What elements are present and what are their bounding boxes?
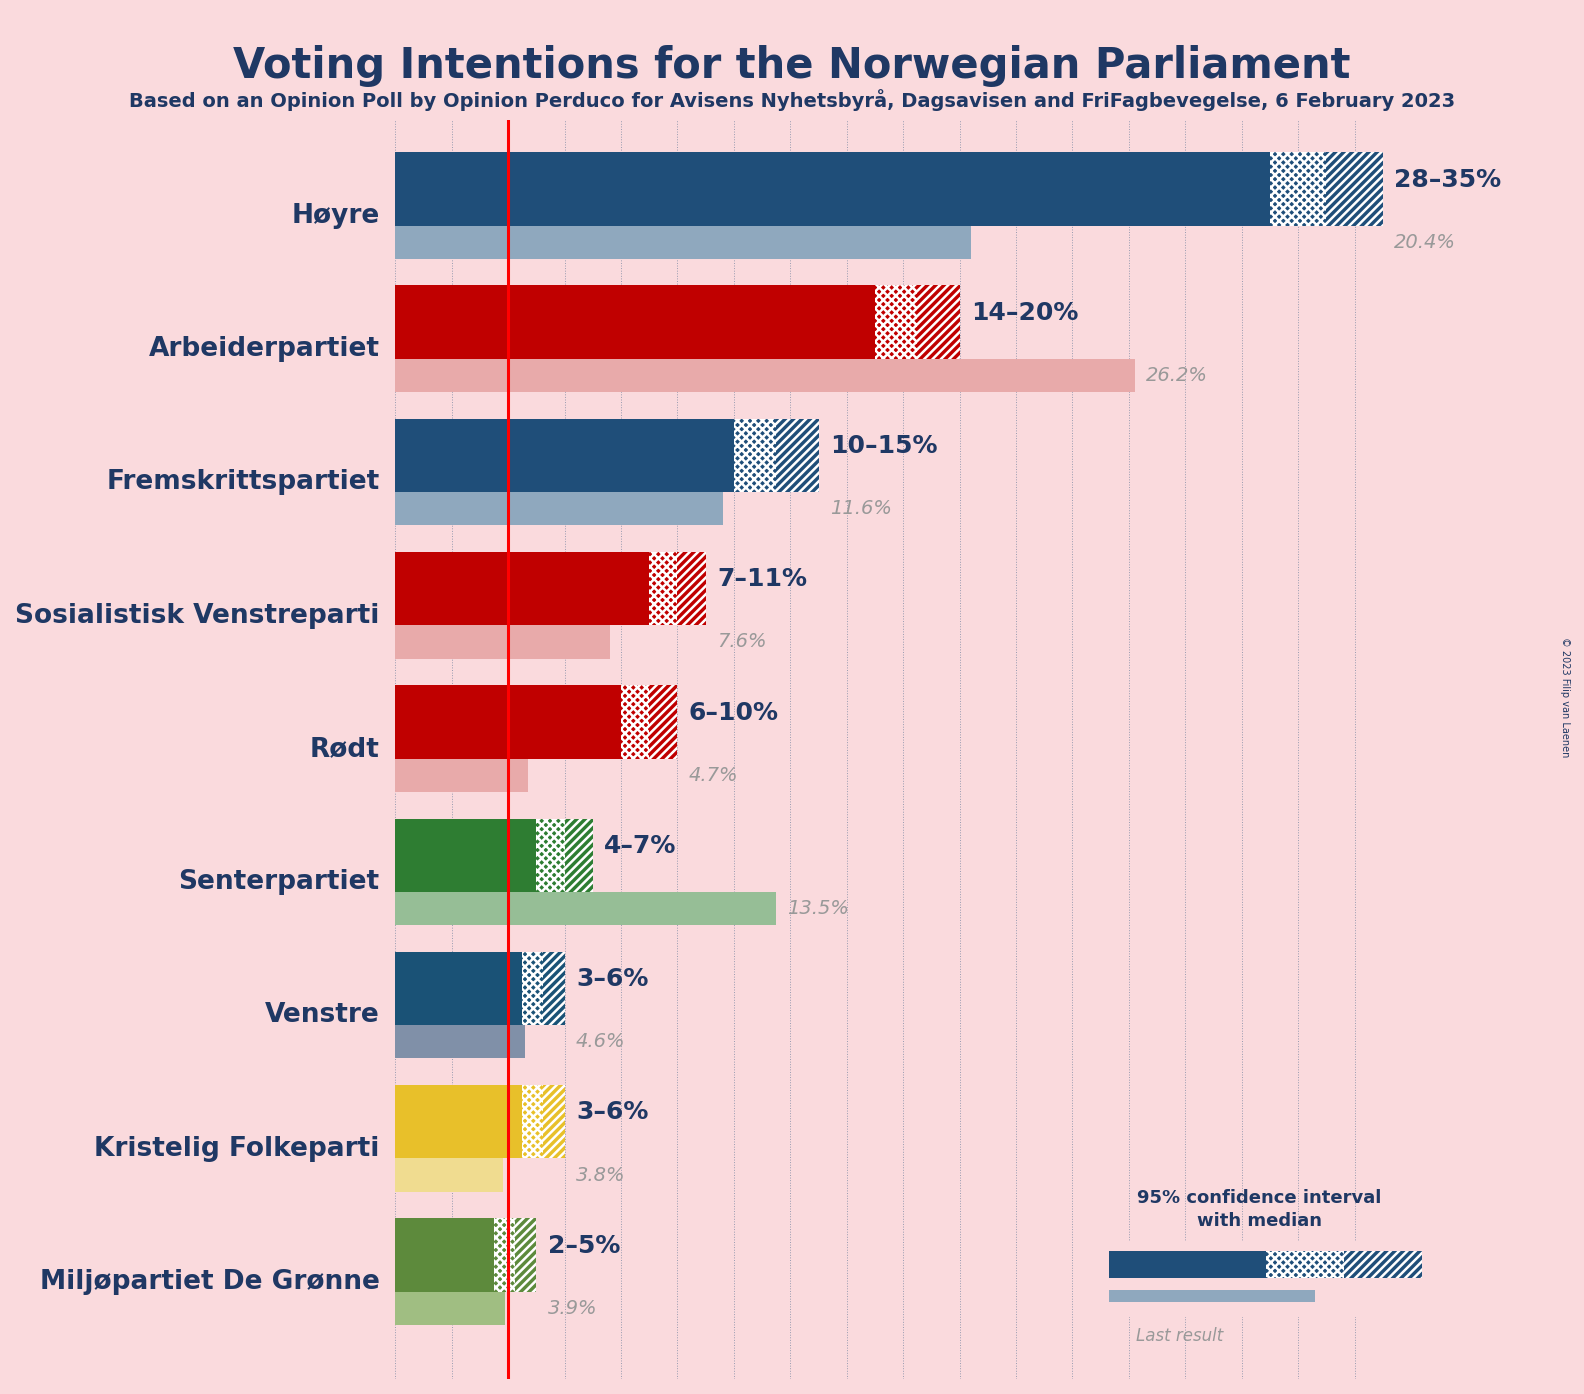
Bar (564, 818, 592, 892)
Bar (396, 1218, 494, 1292)
Bar (396, 1025, 526, 1058)
Bar (396, 952, 523, 1025)
Text: 7.6%: 7.6% (718, 633, 767, 651)
Text: 3.9%: 3.9% (548, 1299, 597, 1317)
Bar (523, 952, 543, 1025)
Bar (396, 418, 733, 492)
Bar (396, 818, 537, 892)
Bar (396, 152, 1270, 226)
Bar (776, 418, 819, 492)
Text: 7–11%: 7–11% (718, 567, 806, 591)
Text: 2–5%: 2–5% (548, 1234, 619, 1257)
Bar (396, 892, 776, 926)
Bar (733, 418, 776, 492)
Bar (396, 492, 722, 526)
Bar (396, 686, 621, 758)
Text: © 2023 Filip van Laenen: © 2023 Filip van Laenen (1560, 637, 1570, 757)
Text: 3–6%: 3–6% (577, 967, 648, 991)
Bar (396, 1085, 523, 1158)
Text: 14–20%: 14–20% (971, 301, 1079, 325)
Text: 3.8%: 3.8% (577, 1165, 626, 1185)
Bar (917, 286, 960, 358)
Text: 3–6%: 3–6% (577, 1100, 648, 1125)
Text: Last result: Last result (1136, 1327, 1224, 1345)
Text: 4.7%: 4.7% (689, 765, 738, 785)
Bar (494, 1218, 515, 1292)
Bar (537, 818, 564, 892)
Text: 6–10%: 6–10% (689, 701, 779, 725)
Bar (396, 1292, 505, 1326)
Bar (1109, 1289, 1315, 1302)
Bar (621, 686, 649, 758)
Bar (396, 552, 649, 626)
Text: 4–7%: 4–7% (604, 834, 676, 857)
Bar (1343, 1252, 1422, 1278)
Bar (1109, 1252, 1266, 1278)
Text: Based on an Opinion Poll by Opinion Perduco for Avisens Nyhetsbyrå, Dagsavisen a: Based on an Opinion Poll by Opinion Perd… (128, 89, 1456, 112)
Bar (1266, 1252, 1343, 1278)
Bar (396, 626, 610, 658)
Text: 10–15%: 10–15% (830, 434, 938, 459)
Text: 11.6%: 11.6% (830, 499, 892, 519)
Bar (678, 552, 706, 626)
Text: 13.5%: 13.5% (787, 899, 849, 919)
Text: Voting Intentions for the Norwegian Parliament: Voting Intentions for the Norwegian Parl… (233, 45, 1351, 86)
Bar (1326, 152, 1383, 226)
Bar (396, 226, 971, 259)
Bar (523, 1085, 543, 1158)
Bar (396, 1158, 502, 1192)
Bar (396, 358, 1134, 392)
Bar (543, 952, 564, 1025)
Text: 26.2%: 26.2% (1145, 367, 1207, 385)
Text: 20.4%: 20.4% (1394, 233, 1456, 252)
Text: 4.6%: 4.6% (577, 1033, 626, 1051)
Text: 28–35%: 28–35% (1394, 167, 1502, 191)
Bar (874, 286, 917, 358)
Bar (649, 686, 678, 758)
Bar (396, 758, 527, 792)
Bar (1270, 152, 1326, 226)
Bar (396, 286, 874, 358)
Bar (543, 1085, 564, 1158)
Text: 95% confidence interval
with median: 95% confidence interval with median (1137, 1189, 1381, 1230)
Bar (515, 1218, 537, 1292)
Bar (649, 552, 678, 626)
